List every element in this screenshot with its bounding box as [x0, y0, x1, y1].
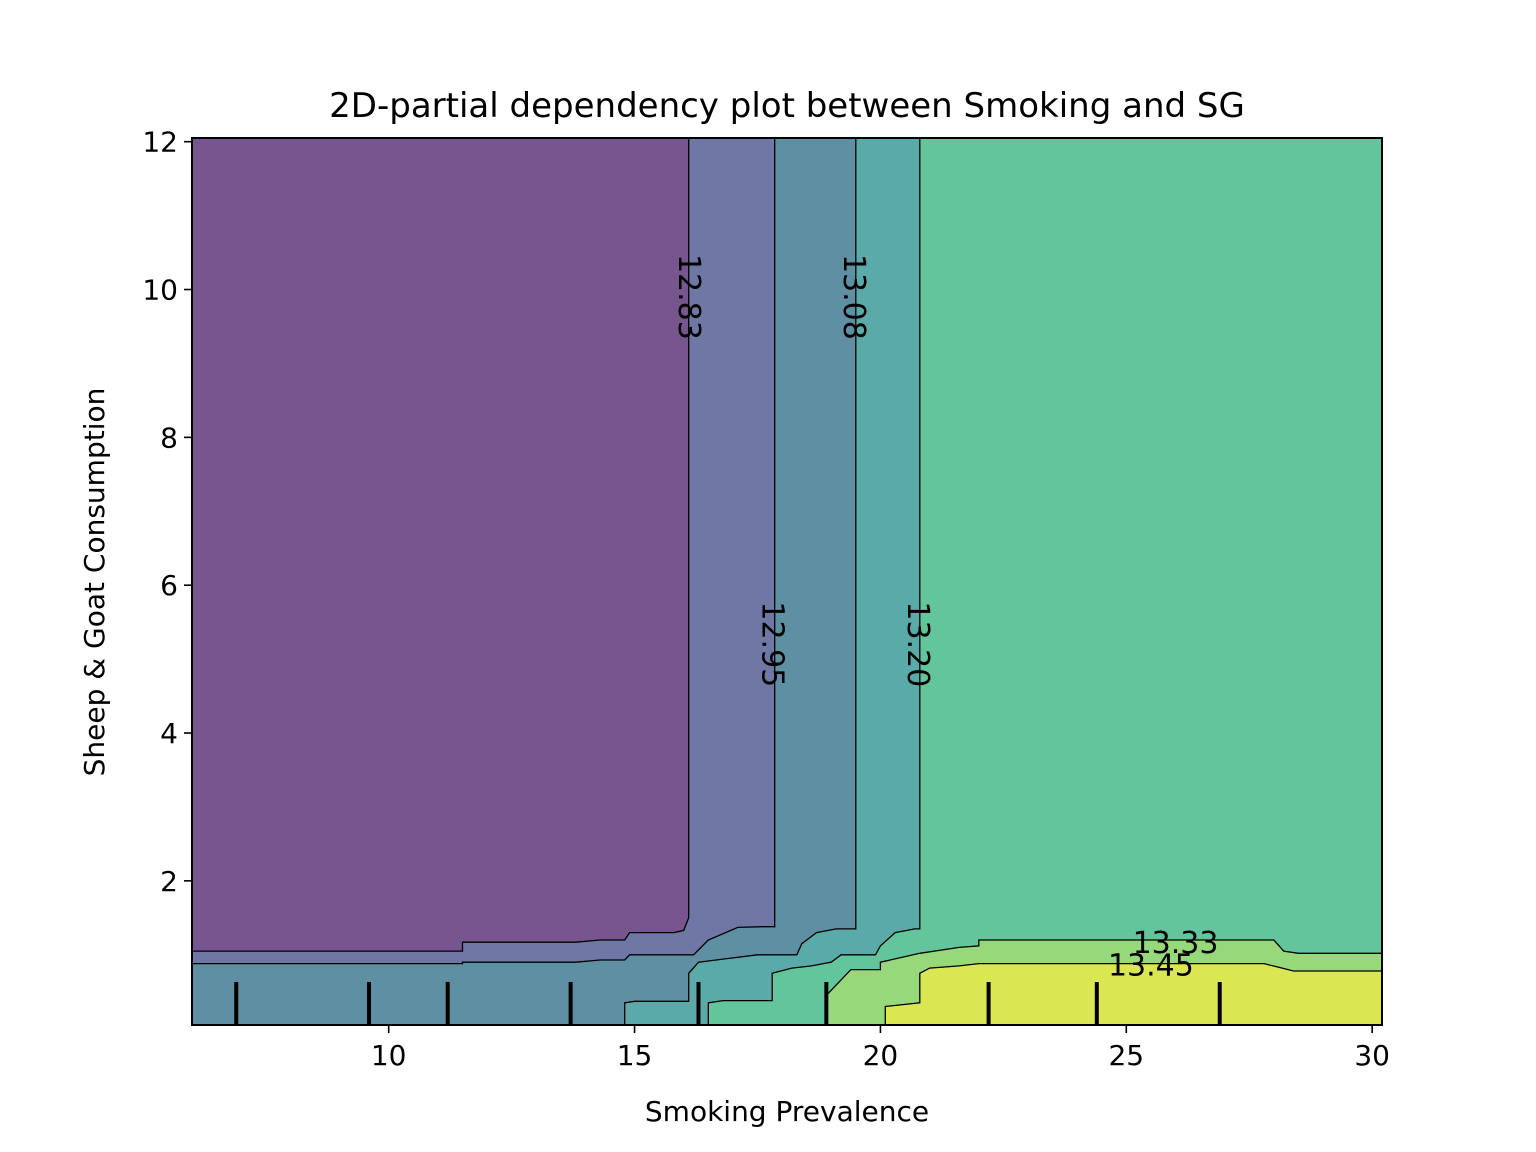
- contour-lines: [192, 138, 1382, 1025]
- contour-label: 12.95: [755, 601, 790, 687]
- x-tick-label: 20: [863, 1039, 899, 1072]
- y-axis-title: Sheep & Goat Consumption: [78, 388, 111, 777]
- contour-line: [192, 138, 776, 965]
- y-tick-label: 6: [160, 569, 178, 602]
- contour-label-group: 13.33: [1133, 926, 1219, 961]
- x-axis-title: Smoking Prevalence: [645, 1095, 929, 1128]
- contour-label: 12.83: [671, 254, 706, 340]
- decile-rug: [234, 982, 1222, 1025]
- contour-line: [884, 962, 1382, 1025]
- y-tick-label: 8: [160, 421, 178, 454]
- y-tick-label: 2: [160, 865, 178, 898]
- contour-label-group: 12.95: [755, 601, 790, 687]
- contour-line: [707, 138, 921, 1025]
- y-tick-label: 12: [142, 126, 178, 159]
- x-tick-label: 15: [617, 1039, 653, 1072]
- contour-label-group: 13.20: [900, 601, 935, 687]
- contour-label: 13.45: [1108, 948, 1194, 983]
- plot-frame: [191, 137, 1383, 1026]
- x-tick-label: 25: [1108, 1039, 1144, 1072]
- contour-band: [885, 963, 1382, 1025]
- contour-label: 13.20: [900, 601, 935, 687]
- y-axis: 2 4 6 8 10 12: [142, 126, 192, 898]
- y-tick-label: 10: [142, 274, 178, 307]
- y-tick-label: 4: [160, 717, 178, 750]
- contour-label-group: 12.83: [671, 254, 706, 340]
- chart-title: 2D-partial dependency plot between Smoki…: [329, 86, 1245, 126]
- contour-band: [708, 138, 1382, 1025]
- contour-line: [192, 138, 690, 952]
- contour-label: 13.33: [1133, 926, 1219, 961]
- contour-line: [624, 138, 857, 1025]
- x-tick-label: 10: [371, 1039, 407, 1072]
- contour-label-group: 13.45: [1108, 948, 1194, 983]
- contour-line: [825, 939, 1382, 1025]
- contour-bands: [192, 138, 1382, 1025]
- contour-label-group: 13.08: [836, 254, 871, 340]
- x-axis: 10 15 20 25 30: [371, 1025, 1390, 1072]
- contour-label: 13.08: [836, 254, 871, 340]
- x-tick-label: 30: [1354, 1039, 1390, 1072]
